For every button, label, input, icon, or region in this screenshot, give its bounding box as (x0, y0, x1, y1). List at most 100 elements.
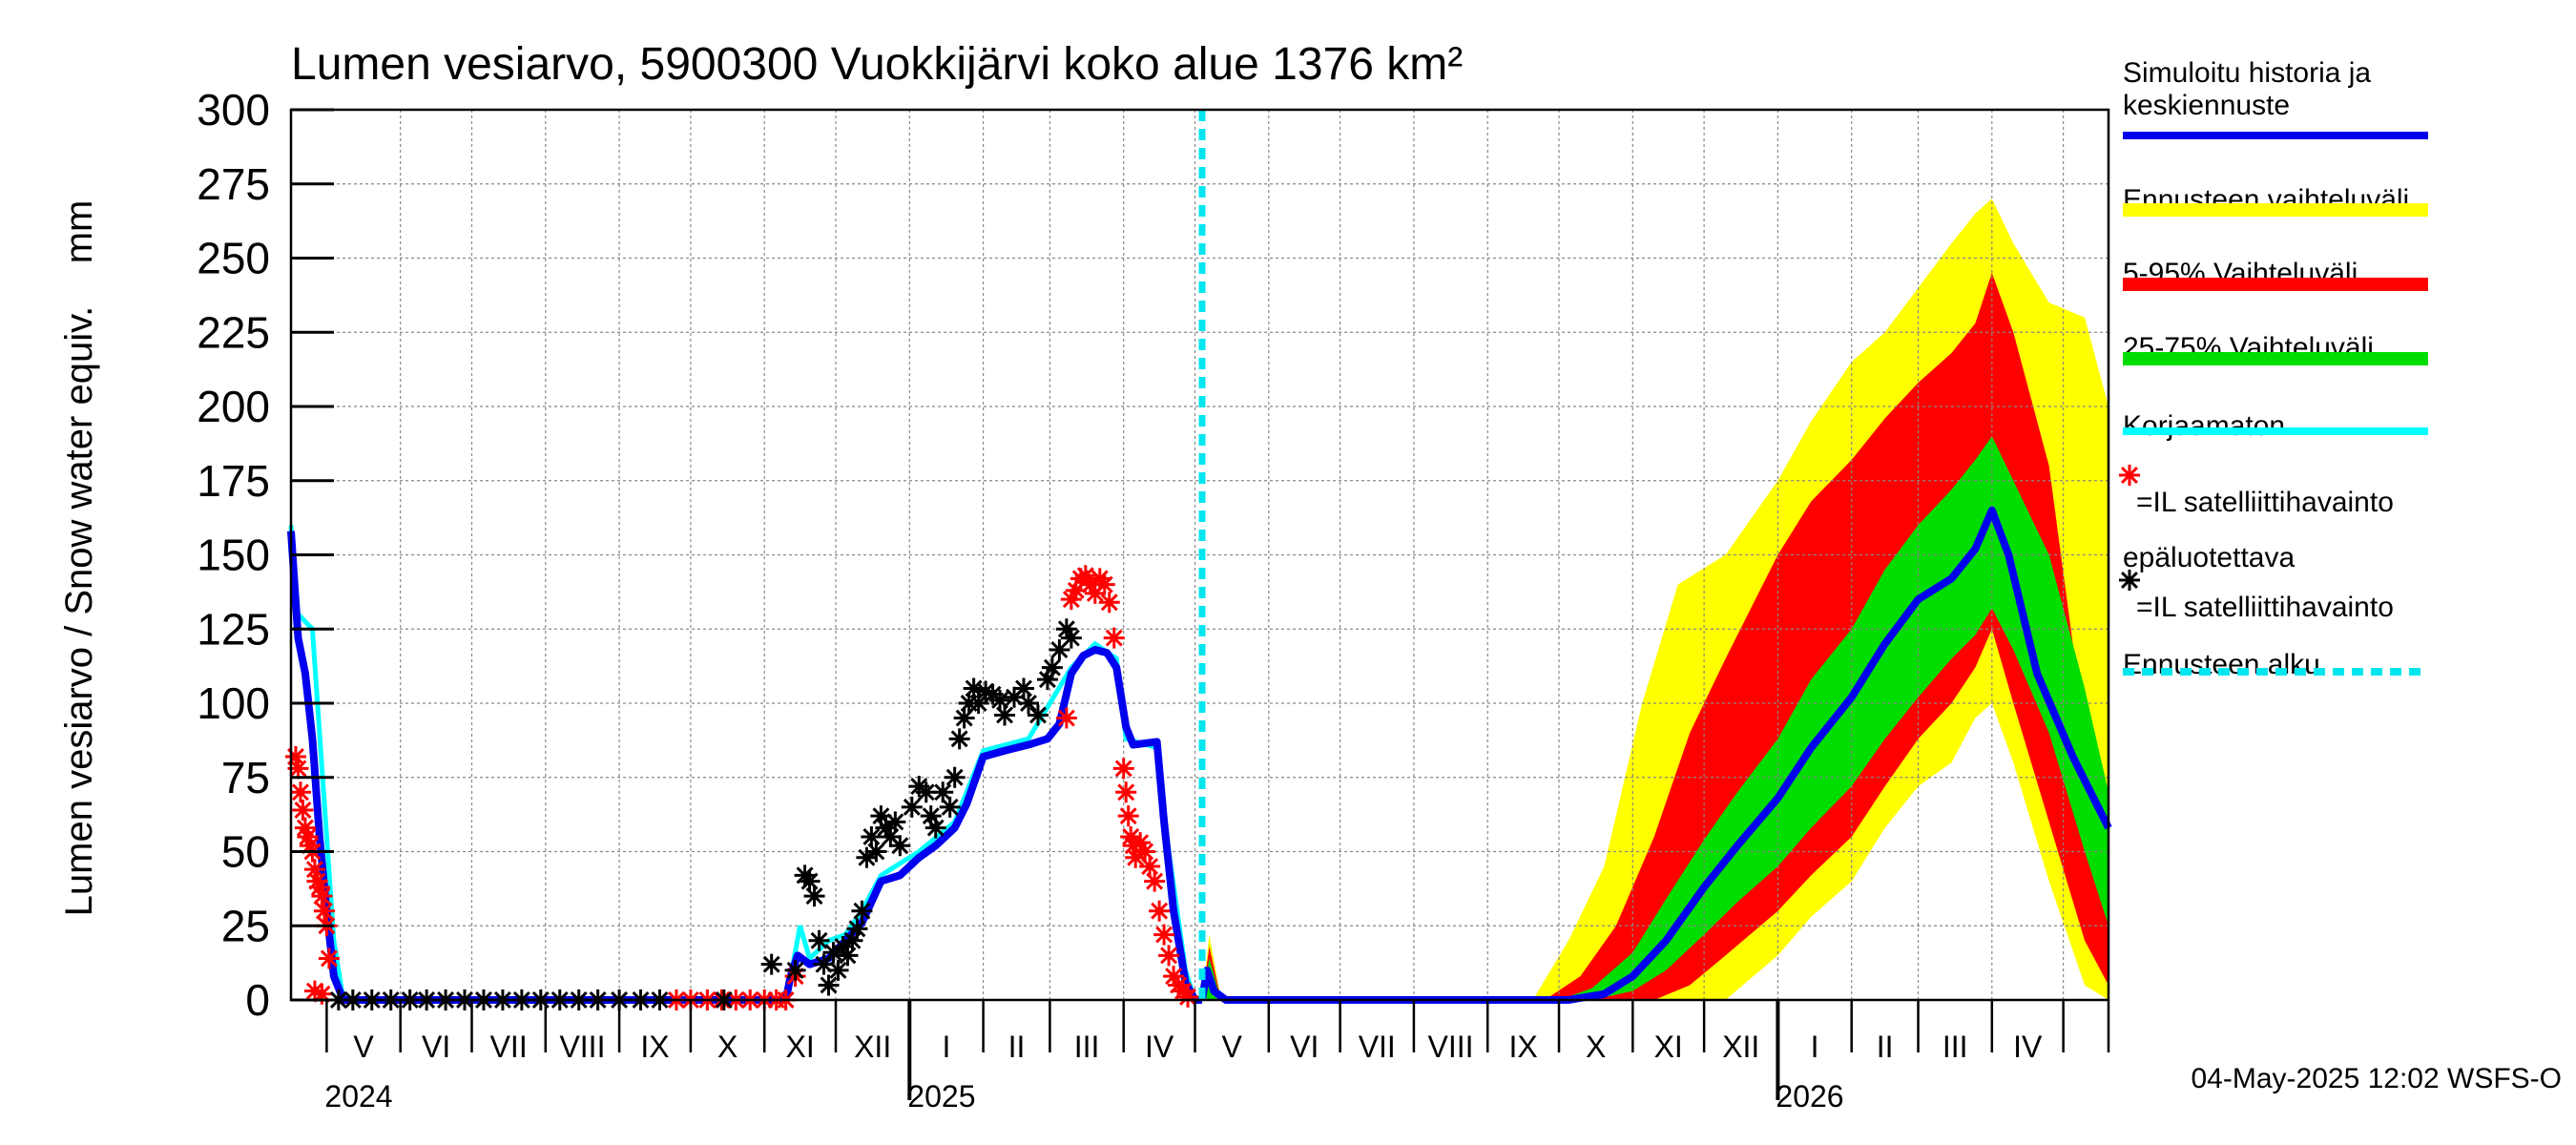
x-month-label: VI (1290, 1030, 1319, 1064)
obs-reliable-marker (939, 796, 961, 818)
obs-unreliable-marker (1098, 592, 1120, 614)
obs-reliable-marker (822, 942, 844, 964)
obs-reliable-marker (841, 929, 863, 951)
legend-label: Ennusteen alku (2123, 649, 2320, 680)
forecast-bands (1201, 198, 2109, 1001)
x-year-label: 2026 (1776, 1079, 1843, 1114)
obs-reliable-marker (837, 945, 859, 967)
legend-label: =IL satelliittihavainto (2136, 487, 2394, 518)
satellite-observations (284, 565, 1199, 1010)
x-month-label: VII (490, 1030, 528, 1064)
y-tick-label: 150 (197, 531, 270, 580)
x-month-label: I (1811, 1030, 1819, 1064)
legend-label: epäluotettava (2123, 542, 2295, 573)
band-25-75 (1201, 436, 2109, 1001)
obs-reliable-marker (948, 728, 970, 750)
obs-unreliable-marker (1115, 781, 1137, 803)
obs-reliable-marker (944, 766, 966, 788)
obs-reliable-marker (851, 900, 873, 922)
y-tick-label: 175 (197, 456, 270, 506)
obs-unreliable-marker (1122, 835, 1144, 857)
chart-title: Lumen vesiarvo, 5900300 Vuokkijärvi koko… (291, 39, 1463, 90)
y-tick-label: 0 (245, 975, 270, 1025)
obs-unreliable-marker (1093, 573, 1115, 595)
x-month-label: IV (2013, 1030, 2043, 1064)
obs-reliable-marker (818, 974, 840, 996)
y-tick-label: 275 (197, 159, 270, 209)
obs-reliable-marker (808, 929, 830, 951)
y-tick-label: 50 (221, 827, 270, 877)
obs-unreliable-marker (284, 745, 306, 767)
obs-reliable-marker (827, 959, 849, 981)
obs-unreliable-marker (1074, 565, 1096, 587)
obs-reliable-marker (760, 953, 782, 975)
legend-star-marker (2119, 465, 2140, 486)
x-month-label: III (1074, 1030, 1100, 1064)
y-tick-label: 125 (197, 604, 270, 654)
obs-unreliable-marker (306, 870, 328, 892)
x-month-label: X (717, 1030, 737, 1064)
x-month-label: V (353, 1030, 374, 1064)
obs-unreliable-marker (289, 781, 311, 803)
obs-unreliable-marker (318, 947, 340, 969)
obs-reliable-marker (1027, 704, 1049, 726)
x-month-label: V (1221, 1030, 1242, 1064)
legend-label: Simuloitu historia ja (2123, 57, 2371, 89)
y-tick-label: 100 (197, 678, 270, 728)
obs-reliable-marker (865, 841, 887, 863)
obs-reliable-marker (932, 781, 954, 803)
obs-unreliable-marker (1149, 900, 1171, 922)
obs-unreliable-marker (1065, 579, 1087, 601)
y-tick-label: 25 (221, 901, 270, 950)
obs-unreliable-marker (313, 900, 335, 922)
obs-reliable-marker (1004, 686, 1026, 708)
simulated-history-line (287, 531, 1202, 1004)
y-tick-label: 250 (197, 234, 270, 283)
obs-reliable-marker (1012, 677, 1034, 699)
obs-reliable-marker (1036, 669, 1058, 691)
obs-reliable-marker (889, 835, 911, 857)
obs-unreliable-marker (1120, 825, 1142, 847)
obs-reliable-marker (920, 805, 942, 827)
x-month-label: IX (640, 1030, 669, 1064)
x-month-label: VII (1359, 1030, 1396, 1064)
x-month-label: III (1942, 1030, 1968, 1064)
obs-reliable-marker (915, 781, 937, 803)
x-month-label: VIII (1428, 1030, 1474, 1064)
obs-unreliable-marker (303, 980, 325, 1002)
y-tick-label: 225 (197, 307, 270, 357)
x-month-label: XII (854, 1030, 891, 1064)
y-axis-label: Lumen vesiarvo / Snow water equiv. mm (58, 200, 100, 917)
x-month-label: IV (1145, 1030, 1174, 1064)
legend-star-marker (2119, 570, 2140, 591)
obs-reliable-marker (870, 805, 892, 827)
obs-unreliable-marker (1177, 986, 1199, 1008)
legend-label: =IL satelliittihavainto (2136, 592, 2394, 623)
obs-reliable-marker (875, 817, 897, 839)
obs-unreliable-marker (303, 859, 325, 881)
obs-reliable-marker (989, 689, 1011, 711)
obs-reliable-marker (1017, 693, 1039, 714)
obs-unreliable-marker (1060, 589, 1082, 611)
x-year-label: 2025 (907, 1079, 975, 1114)
obs-unreliable-marker (1103, 627, 1125, 649)
legend-label: Korjaamaton (2123, 410, 2285, 442)
obs-reliable-marker (963, 677, 985, 699)
x-year-label: 2024 (324, 1079, 392, 1114)
x-month-label: II (1008, 1030, 1026, 1064)
obs-unreliable-marker (1144, 870, 1166, 892)
obs-unreliable-marker (1163, 966, 1185, 988)
obs-reliable-marker (803, 885, 825, 907)
y-tick-label: 300 (197, 85, 270, 135)
obs-reliable-marker (967, 693, 989, 714)
obs-unreliable-marker (1130, 832, 1152, 854)
x-month-label: XII (1722, 1030, 1759, 1064)
x-month-label: II (1877, 1030, 1894, 1064)
obs-reliable-marker (884, 811, 906, 833)
obs-reliable-marker (1060, 627, 1082, 649)
obs-reliable-marker (813, 953, 835, 975)
y-tick-label: 75 (221, 753, 270, 802)
